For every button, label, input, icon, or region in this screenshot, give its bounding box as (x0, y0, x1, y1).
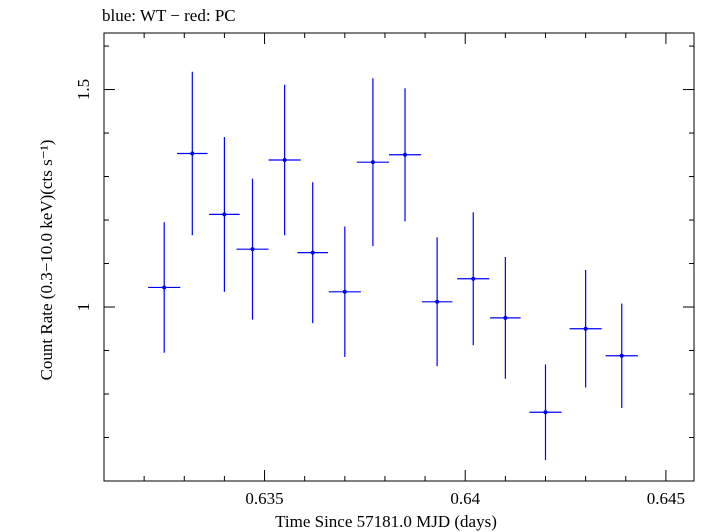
x-tick-label: 0.645 (647, 489, 685, 508)
data-marker (162, 285, 167, 290)
data-points (148, 71, 638, 461)
data-point (236, 178, 269, 320)
data-marker (583, 326, 588, 331)
data-point (148, 222, 181, 353)
data-point (569, 270, 602, 388)
x-tick-label: 0.635 (245, 489, 283, 508)
data-point (177, 71, 208, 236)
x-tick-label: 0.64 (450, 489, 480, 508)
y-tick-label: 1.5 (74, 79, 93, 100)
plot-frame (103, 32, 695, 482)
chart-title: blue: WT − red: PC (102, 6, 236, 25)
data-marker (370, 160, 375, 165)
data-point (457, 212, 490, 346)
data-marker (435, 299, 440, 304)
data-marker (619, 353, 624, 358)
data-marker (342, 289, 347, 294)
data-point (421, 237, 453, 367)
data-marker (250, 247, 255, 252)
data-marker (503, 315, 508, 320)
data-point (388, 88, 422, 222)
data-point (605, 303, 638, 408)
data-point (529, 364, 562, 461)
data-marker (222, 212, 227, 217)
tick-labels: 0.635 0.64 0.645 1 1.5 (74, 79, 685, 508)
data-marker (282, 158, 287, 163)
data-marker (190, 151, 195, 156)
data-point (356, 78, 389, 247)
data-point (209, 136, 240, 292)
x-axis-label: Time Since 57181.0 MJD (days) (275, 512, 497, 531)
y-axis-label: Count Rate (0.3−10.0 keV)(cts s⁻¹) (37, 140, 56, 381)
data-point (268, 84, 301, 236)
axis-ticks (103, 33, 694, 482)
data-marker (403, 152, 408, 157)
data-point (328, 226, 361, 358)
data-point (297, 182, 328, 324)
y-tick-label: 1 (74, 303, 93, 312)
data-marker (543, 410, 548, 415)
data-marker (471, 276, 476, 281)
data-point (490, 257, 521, 379)
data-marker (310, 250, 315, 255)
